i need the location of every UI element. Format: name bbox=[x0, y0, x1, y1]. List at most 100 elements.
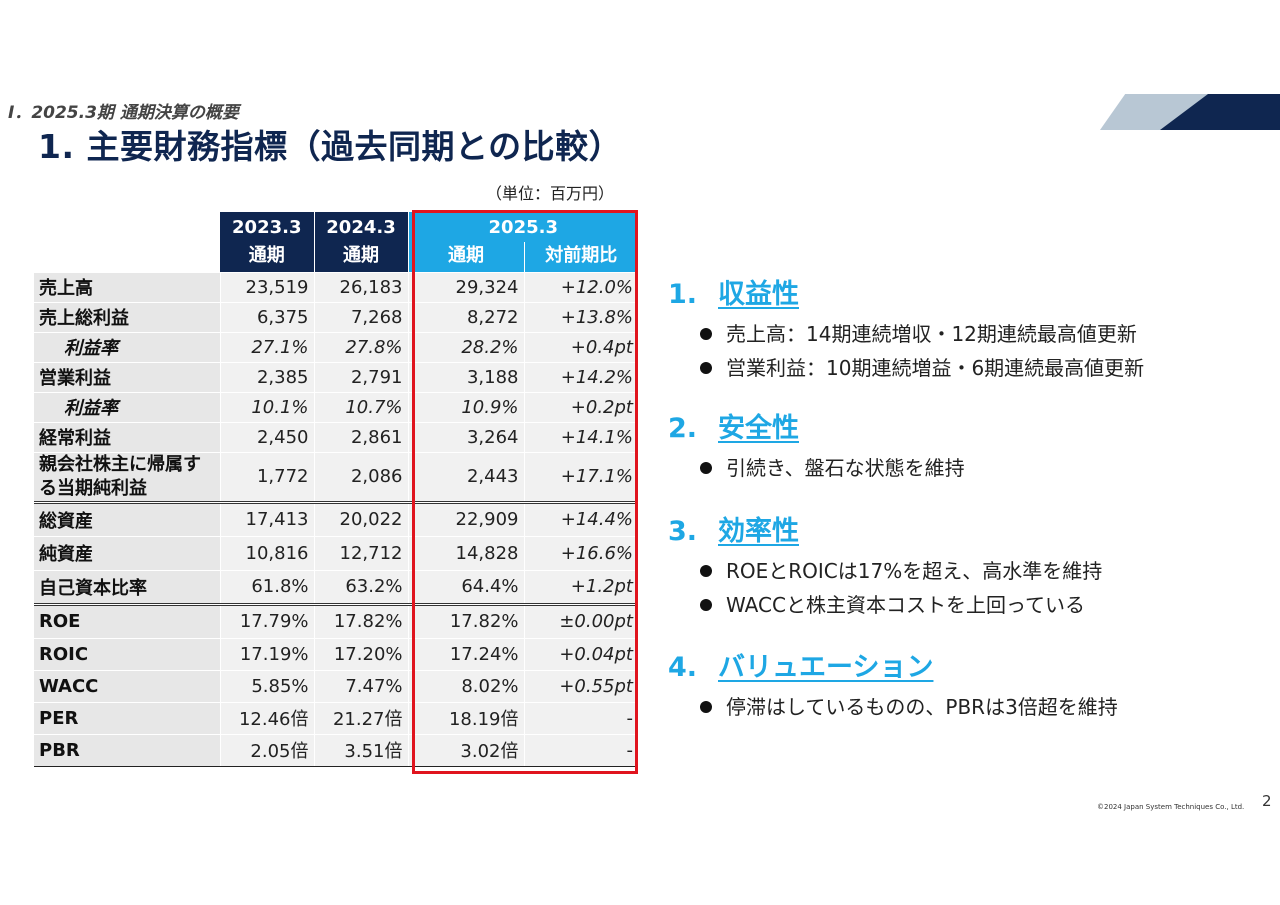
page-number: 2 bbox=[1262, 792, 1272, 810]
row-label: 経常利益 bbox=[34, 422, 220, 453]
bullet-icon bbox=[700, 362, 712, 374]
financial-table: 2023.3 2024.3 2025.3 通期 通期 通期 対前期比 売上高 2… bbox=[34, 212, 638, 767]
value-yoy: ±0.00pt bbox=[523, 602, 638, 639]
copyright: ©2024 Japan System Techniques Co., Ltd. bbox=[1097, 803, 1245, 811]
value-2023: 10.1% bbox=[219, 392, 314, 423]
header-blank bbox=[34, 212, 220, 242]
row-label: 売上総利益 bbox=[34, 302, 220, 333]
value-2025: 64.4% bbox=[407, 570, 524, 605]
row-label: PER bbox=[34, 702, 220, 735]
point-number: 3. bbox=[668, 516, 698, 547]
value-2023: 27.1% bbox=[219, 332, 314, 363]
point-valuation: 4. バリュエーション 停滞はしているものの、PBRは3倍超を維持 bbox=[668, 645, 1118, 724]
value-2025: 28.2% bbox=[407, 332, 524, 363]
value-2023: 2,385 bbox=[219, 362, 314, 393]
value-yoy: +0.4pt bbox=[523, 332, 638, 363]
value-2024: 63.2% bbox=[313, 570, 408, 605]
value-2025: 3,188 bbox=[407, 362, 524, 393]
table-row: 総資産 17,413 20,022 22,909 +14.4% bbox=[34, 500, 638, 537]
value-yoy: - bbox=[523, 702, 638, 735]
row-label: PBR bbox=[34, 734, 220, 767]
value-2025: 8.02% bbox=[407, 670, 524, 703]
point-safety: 2. 安全性 引続き、盤石な状態を維持 bbox=[668, 406, 965, 485]
list-item: 営業利益：10期連続増益・6期連続最高値更新 bbox=[668, 351, 1144, 385]
point-number: 1. bbox=[668, 279, 698, 310]
list-item: 引続き、盤石な状態を維持 bbox=[668, 451, 965, 485]
point-efficiency: 3. 効率性 ROEとROICは17%を超え、高水準を維持 WACCと株主資本コ… bbox=[668, 509, 1102, 622]
value-2024: 7.47% bbox=[313, 670, 408, 703]
value-yoy: +14.2% bbox=[523, 362, 638, 393]
table-row: 経常利益 2,450 2,861 3,264 +14.1% bbox=[34, 422, 638, 453]
value-2023: 61.8% bbox=[219, 570, 314, 605]
value-yoy: +13.8% bbox=[523, 302, 638, 333]
value-2025: 17.82% bbox=[407, 602, 524, 639]
page-title: 1. 主要財務指標（過去同期との比較） bbox=[38, 127, 623, 166]
point-title: 収益性 bbox=[718, 279, 799, 310]
value-yoy: +14.1% bbox=[523, 422, 638, 453]
value-2023: 17.79% bbox=[219, 602, 314, 639]
row-label: 純資産 bbox=[34, 536, 220, 571]
table-row: ROE 17.79% 17.82% 17.82% ±0.00pt bbox=[34, 602, 638, 639]
value-2023: 5.85% bbox=[219, 670, 314, 703]
value-2023: 1,772 bbox=[219, 452, 314, 503]
row-label: 営業利益 bbox=[34, 362, 220, 393]
value-2024: 7,268 bbox=[313, 302, 408, 333]
value-2023: 2,450 bbox=[219, 422, 314, 453]
value-2025: 8,272 bbox=[407, 302, 524, 333]
value-2023: 10,816 bbox=[219, 536, 314, 571]
bullet-icon bbox=[700, 328, 712, 340]
value-yoy: +0.55pt bbox=[523, 670, 638, 703]
table-row: ROIC 17.19% 17.20% 17.24% +0.04pt bbox=[34, 638, 638, 671]
value-yoy: +14.4% bbox=[523, 500, 638, 537]
value-2024: 21.27倍 bbox=[313, 702, 408, 735]
value-2024: 26,183 bbox=[313, 272, 408, 303]
list-item: ROEとROICは17%を超え、高水準を維持 bbox=[668, 554, 1102, 588]
point-title: バリュエーション bbox=[718, 652, 934, 683]
table-row: 利益率 10.1% 10.7% 10.9% +0.2pt bbox=[34, 392, 638, 423]
table-row: 利益率 27.1% 27.8% 28.2% +0.4pt bbox=[34, 332, 638, 363]
row-label: 自己資本比率 bbox=[34, 570, 220, 605]
value-2023: 17,413 bbox=[219, 500, 314, 537]
header-blank bbox=[34, 242, 220, 273]
value-yoy: +0.04pt bbox=[523, 638, 638, 671]
value-2023: 23,519 bbox=[219, 272, 314, 303]
header-yoy: 対前期比 bbox=[524, 242, 638, 273]
point-number: 4. bbox=[668, 652, 698, 683]
row-label: 売上高 bbox=[34, 272, 220, 303]
list-item: WACCと株主資本コストを上回っている bbox=[668, 588, 1102, 622]
point-profitability: 1. 収益性 売上高：14期連続増収・12期連続最高値更新 営業利益：10期連続… bbox=[668, 272, 1144, 385]
value-yoy: +17.1% bbox=[523, 452, 638, 503]
table-row: 親会社株主に帰属する当期純利益 1,772 2,086 2,443 +17.1% bbox=[34, 452, 638, 503]
bullet-icon bbox=[700, 701, 712, 713]
row-label: ROIC bbox=[34, 638, 220, 671]
header-2024-period: 通期 bbox=[314, 242, 409, 273]
value-2023: 2.05倍 bbox=[219, 734, 314, 767]
value-2024: 2,086 bbox=[313, 452, 408, 503]
value-2025: 17.24% bbox=[407, 638, 524, 671]
value-2025: 3,264 bbox=[407, 422, 524, 453]
bullet-icon bbox=[700, 565, 712, 577]
value-2023: 6,375 bbox=[219, 302, 314, 333]
value-yoy: +1.2pt bbox=[523, 570, 638, 605]
value-2025: 29,324 bbox=[407, 272, 524, 303]
value-2024: 27.8% bbox=[313, 332, 408, 363]
table-row: 純資産 10,816 12,712 14,828 +16.6% bbox=[34, 536, 638, 571]
value-2023: 17.19% bbox=[219, 638, 314, 671]
header-2023-period: 通期 bbox=[220, 242, 315, 273]
row-label: 親会社株主に帰属する当期純利益 bbox=[34, 452, 220, 503]
point-number: 2. bbox=[668, 413, 698, 444]
table-row: 営業利益 2,385 2,791 3,188 +14.2% bbox=[34, 362, 638, 393]
row-label: 利益率 bbox=[34, 392, 220, 423]
table-row: WACC 5.85% 7.47% 8.02% +0.55pt bbox=[34, 670, 638, 703]
table-row: 自己資本比率 61.8% 63.2% 64.4% +1.2pt bbox=[34, 570, 638, 605]
table-row: 売上高 23,519 26,183 29,324 +12.0% bbox=[34, 272, 638, 303]
value-yoy: +0.2pt bbox=[523, 392, 638, 423]
row-label: ROE bbox=[34, 602, 220, 639]
value-2024: 10.7% bbox=[313, 392, 408, 423]
value-2025: 22,909 bbox=[407, 500, 524, 537]
table-row: PER 12.46倍 21.27倍 18.19倍 - bbox=[34, 702, 638, 735]
header-2025-year: 2025.3 bbox=[408, 212, 638, 242]
value-2025: 2,443 bbox=[407, 452, 524, 503]
section-label: Ⅰ．2025.3期 通期決算の概要 bbox=[8, 103, 239, 123]
value-2025: 14,828 bbox=[407, 536, 524, 571]
